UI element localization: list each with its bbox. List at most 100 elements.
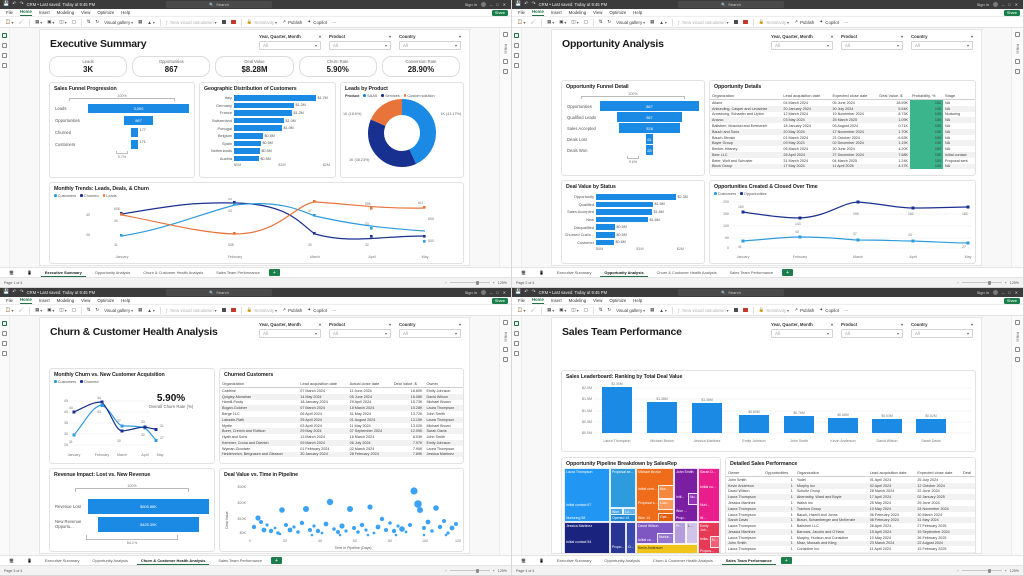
slicer-product[interactable]: Product ▾ All ▾	[841, 322, 903, 338]
treemap-group-kevin-anderson[interactable]: Kevin Anderson Initial ... Nurtu... Open…	[636, 544, 698, 553]
bar-row[interactable]: Italy $1.7M	[202, 94, 331, 102]
share-button[interactable]: Share	[1003, 298, 1020, 305]
col-owner[interactable]: Owner	[726, 469, 764, 477]
chevron-down-icon[interactable]: ▾	[966, 330, 969, 336]
menu-file[interactable]: File	[6, 298, 13, 303]
chevron-down-icon[interactable]: ▾	[388, 322, 391, 327]
col-organization[interactable]: Organization	[794, 469, 868, 477]
menu-help[interactable]: Help	[121, 10, 131, 15]
paste-button[interactable]: 📋 ▾	[5, 19, 14, 25]
bar-row[interactable]: Disqualified $0.5M	[564, 223, 700, 231]
menu-modeling[interactable]: Modeling	[568, 10, 587, 15]
model-view-icon[interactable]	[514, 341, 519, 346]
chevron-down-icon[interactable]: ▾	[314, 42, 317, 48]
table-view-icon[interactable]	[733, 307, 739, 313]
enter-data-button[interactable]: ▢	[583, 307, 588, 312]
visualizations-icon[interactable]	[503, 58, 508, 64]
chevron-down-icon[interactable]: ▾	[900, 322, 903, 327]
get-data-button[interactable]: ▦ ▾	[35, 307, 43, 313]
visualizations-icon[interactable]	[1015, 58, 1020, 64]
menu-file[interactable]: File	[518, 10, 525, 15]
menu-optimize[interactable]: Optimize	[609, 10, 627, 15]
enter-data-button[interactable]: ▢	[71, 19, 76, 24]
refresh-button[interactable]: ↻	[607, 19, 612, 24]
excel-button[interactable]: ▣ ▾	[559, 19, 567, 25]
bar-row[interactable]: Germany $1.2M	[202, 102, 331, 110]
sql-button[interactable]: ◫ ▾	[59, 307, 67, 313]
model-view-icon[interactable]	[2, 53, 7, 58]
menu-help[interactable]: Help	[121, 298, 131, 303]
page-tab-sales-team-performance[interactable]: Sales Team Performance	[721, 556, 776, 565]
table-row[interactable]: Laura Thompson 1 Considine Inc 11 April 202…	[728, 547, 947, 552]
minimize-icon[interactable]: –	[489, 2, 493, 7]
col-probability[interactable]: Probability, %	[909, 92, 944, 100]
chevron-down-icon[interactable]: ▾	[966, 42, 969, 48]
search-input[interactable]: 🔍 Search	[166, 289, 272, 296]
table-row[interactable]: Balistreri, Mosciski and Emmerich 18 Janu…	[712, 123, 951, 129]
save-icon[interactable]: 💾	[515, 1, 522, 7]
chevron-down-icon[interactable]: ▾	[830, 322, 833, 327]
slicer-year-quarter-month[interactable]: Year, Quarter, Month ▾ All ▾	[259, 322, 321, 338]
visual-gallery-button[interactable]: Visual gallery ▾	[104, 307, 134, 313]
new-visual-calculation-button[interactable]: ƒ New visual calculation ▾	[165, 19, 217, 25]
search-input[interactable]: 🔍 Search	[166, 1, 272, 8]
menu-insert[interactable]: Insert	[38, 298, 50, 303]
slicer-country[interactable]: Country ▾ All ▾	[399, 34, 461, 50]
chevron-down-icon[interactable]: ▾	[830, 34, 833, 39]
funnel-row[interactable]: Qualified Leads 567	[567, 112, 699, 122]
redo-icon[interactable]: ↷	[19, 289, 24, 295]
legend-item-customers[interactable]: Customers	[54, 380, 76, 384]
funnel-row[interactable]: Opportunities 867	[55, 115, 189, 126]
treemap-cell-lost-mb[interactable]: Lost...	[658, 499, 674, 510]
minimize-icon[interactable]: –	[1001, 290, 1005, 295]
treemap-cell-proposal-dw[interactable]: Pr...	[674, 522, 686, 544]
treemap-group-michael-brown[interactable]: Michael Brown Initial cont... Proposal s…	[636, 468, 674, 522]
format-painter-icon[interactable]: 🖌	[530, 307, 537, 312]
menu-modeling[interactable]: Modeling	[56, 10, 75, 15]
page-tab-churn-analysis[interactable]: Churn & Customer Health Analysis	[656, 270, 717, 275]
col-deal[interactable]: Deal	[960, 469, 975, 477]
menu-help[interactable]: Help	[633, 298, 643, 303]
chevron-down-icon[interactable]: ▾	[970, 34, 973, 39]
zoom-in-button[interactable]: +	[1004, 568, 1007, 573]
col-lead-acquisition-date[interactable]: Lead acquisition date	[781, 92, 831, 100]
page-tab-churn-analysis[interactable]: Churn & Customer Health Analysis	[136, 556, 210, 565]
slicer-year-quarter-month[interactable]: Year, Quarter, Month ▾ All ▾	[771, 34, 833, 50]
table-row[interactable]: Sarah Davis 1 Braun, Schamberger and McKen…	[726, 517, 975, 524]
treemap-cell-proposal-jm[interactable]: Propo... Won ...	[610, 522, 626, 553]
treemap-cell-opened-mb[interactable]: Ope...	[658, 513, 674, 522]
dax-query-view-icon[interactable]	[514, 351, 519, 356]
save-icon[interactable]: 💾	[515, 289, 522, 295]
treemap-group-jessica-martinez[interactable]: Jessica Martinez Initial contact 54 Nurt…	[564, 522, 610, 553]
legend-item-customers[interactable]: Customers	[714, 192, 736, 196]
chevron-down-icon[interactable]: ▾	[454, 330, 457, 336]
table-row[interactable]: Wyman-Goodwin 01 February 2024 02 March 20…	[222, 446, 455, 451]
treemap-group-sarah-davis[interactable]: Sarah D... Initial co... Nurt... W...	[698, 468, 720, 522]
kpi-card-leads[interactable]: Leads 3K	[49, 56, 128, 77]
funnel-row[interactable]: Deals Lost 61	[567, 134, 699, 144]
bar-row[interactable]: Austria $0.5M	[202, 155, 331, 163]
bar-row[interactable]: Portugal $1.0M	[202, 124, 331, 132]
close-icon[interactable]: ✕	[1014, 290, 1018, 295]
churned-customers-table[interactable]: Organization Lead acquisition date Actua…	[220, 380, 463, 458]
sign-in-link[interactable]: Sign in	[976, 2, 989, 7]
col-lead-acquisition-date[interactable]: Lead acquisition date	[867, 469, 916, 477]
bar-row[interactable]: Qualified $1.6M	[564, 201, 700, 209]
col-deal-value[interactable]: Deal Value, $	[391, 380, 425, 388]
page-view-icon[interactable]: 🖥	[521, 558, 526, 563]
table-row[interactable]: Borer, Cremin and Rolfson 29 May 2024 07 S…	[220, 428, 463, 435]
page-tab-churn-analysis[interactable]: Churn & Customer Health Analysis	[143, 270, 204, 275]
slicer-country[interactable]: Country ▾ All ▾	[399, 322, 461, 338]
get-data-button[interactable]: ▦ ▾	[547, 19, 555, 25]
funnel-row[interactable]: Churned 177	[55, 127, 189, 138]
page-view-icon[interactable]: 🖥	[9, 558, 14, 563]
redo-icon[interactable]: ↷	[531, 1, 536, 7]
copilot-button[interactable]: ✦ Copilot	[819, 19, 839, 25]
model-view-icon[interactable]	[2, 341, 7, 346]
collapse-icon[interactable]	[503, 320, 508, 325]
chevron-down-icon[interactable]: ▾	[314, 330, 317, 336]
sensitivity-button[interactable]: 🔒 Sensitivity ▾	[246, 19, 278, 25]
paste-button[interactable]: 📋 ▾	[517, 19, 526, 25]
table-view-icon[interactable]	[514, 43, 519, 48]
refresh-button[interactable]: ↻	[95, 307, 100, 312]
